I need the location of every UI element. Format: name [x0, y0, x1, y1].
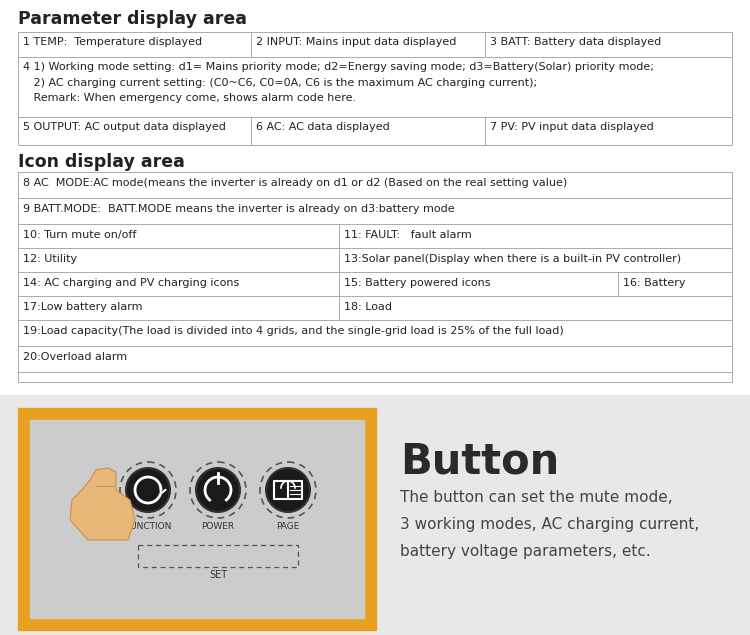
Text: 11: FAULT:   fault alarm: 11: FAULT: fault alarm: [344, 230, 472, 240]
Text: FUNCTION: FUNCTION: [124, 522, 171, 531]
Bar: [0, 395, 750, 635]
Text: 10: Turn mute on/off: 10: Turn mute on/off: [23, 230, 136, 240]
Text: 13:Solar panel(Display when there is a built-in PV controller): 13:Solar panel(Display when there is a b…: [344, 254, 682, 264]
Bar: [0, 0, 750, 395]
Text: 9 BATT.MODE:  BATT.MODE means the inverter is already on d3:battery mode: 9 BATT.MODE: BATT.MODE means the inverte…: [23, 204, 454, 214]
Text: 12: Utility: 12: Utility: [23, 254, 77, 264]
Text: 20:Overload alarm: 20:Overload alarm: [23, 352, 127, 362]
Text: 1 TEMP:  Temperature displayed: 1 TEMP: Temperature displayed: [23, 37, 202, 47]
Bar: [18, 408, 376, 630]
Text: Button: Button: [400, 440, 560, 482]
Text: 6 AC: AC data displayed: 6 AC: AC data displayed: [256, 122, 390, 132]
Text: Icon display area: Icon display area: [18, 153, 184, 171]
Text: 5 OUTPUT: AC output data displayed: 5 OUTPUT: AC output data displayed: [23, 122, 226, 132]
Text: Parameter display area: Parameter display area: [18, 10, 247, 28]
Text: 15: Battery powered icons: 15: Battery powered icons: [344, 278, 490, 288]
Text: POWER: POWER: [202, 522, 235, 531]
Text: The button can set the mute mode,
3 working modes, AC charging current,
battery : The button can set the mute mode, 3 work…: [400, 490, 699, 559]
Text: 2 INPUT: Mains input data displayed: 2 INPUT: Mains input data displayed: [256, 37, 457, 47]
Text: PAGE: PAGE: [276, 522, 300, 531]
Text: 4 1) Working mode setting: d1= Mains priority mode; d2=Energy saving mode; d3=Ba: 4 1) Working mode setting: d1= Mains pri…: [23, 62, 654, 104]
Bar: [274, 481, 302, 499]
Text: 19:Load capacity(The load is divided into 4 grids, and the single-grid load is 2: 19:Load capacity(The load is divided int…: [23, 326, 564, 336]
Bar: [138, 545, 298, 567]
Text: 14: AC charging and PV charging icons: 14: AC charging and PV charging icons: [23, 278, 239, 288]
Bar: [18, 172, 732, 382]
Text: SET: SET: [209, 570, 227, 580]
Text: 7 PV: PV input data displayed: 7 PV: PV input data displayed: [490, 122, 654, 132]
Bar: [18, 32, 732, 145]
Text: 18: Load: 18: Load: [344, 302, 392, 312]
Text: 17:Low battery alarm: 17:Low battery alarm: [23, 302, 142, 312]
Bar: [30, 420, 364, 618]
Text: 8 AC  MODE:AC mode(means the inverter is already on d1 or d2 (Based on the real : 8 AC MODE:AC mode(means the inverter is …: [23, 178, 567, 188]
Circle shape: [196, 468, 240, 512]
Text: 3 BATT: Battery data displayed: 3 BATT: Battery data displayed: [490, 37, 662, 47]
Circle shape: [126, 468, 170, 512]
Text: 16: Battery: 16: Battery: [622, 278, 686, 288]
Circle shape: [266, 468, 310, 512]
Polygon shape: [70, 468, 135, 540]
